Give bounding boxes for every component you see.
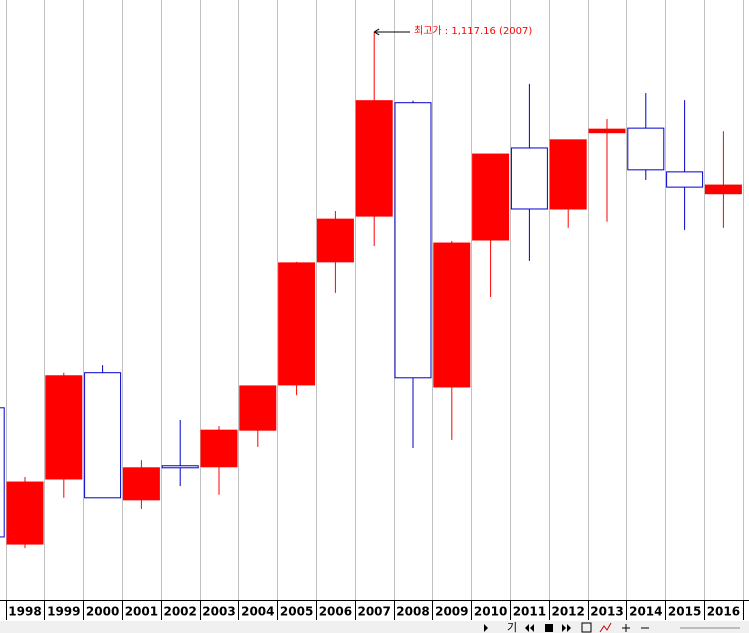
- x-tick-label: 2005: [280, 605, 313, 619]
- icon[interactable]: [599, 622, 612, 633]
- x-tick-label: 1999: [47, 605, 80, 619]
- candle-body: [704, 184, 742, 195]
- icon[interactable]: [484, 624, 488, 632]
- candle-body: [161, 465, 199, 469]
- candle-body: [278, 262, 316, 386]
- candle-body: [472, 153, 510, 241]
- x-tick-label: 2013: [590, 605, 623, 619]
- candle-body: [666, 171, 704, 188]
- annotation-text: 최고가 : 1,117.16 (2007): [414, 25, 532, 37]
- candle-body: [355, 100, 393, 217]
- candle-body: [0, 407, 5, 538]
- x-tick-label: 2000: [86, 605, 119, 619]
- toolbar-label[interactable]: 기: [507, 621, 517, 633]
- grid: [6, 0, 744, 620]
- icon[interactable]: [622, 624, 630, 632]
- icon[interactable]: [525, 624, 534, 632]
- x-tick-label: 2006: [319, 605, 352, 619]
- candle-body: [84, 372, 122, 499]
- x-tick-label: 2007: [357, 605, 390, 619]
- candle-body: [239, 385, 277, 431]
- candle-body: [200, 429, 238, 468]
- candle-body: [6, 481, 44, 545]
- x-tick-label: 2002: [163, 605, 196, 619]
- x-tick-label: 2012: [551, 605, 584, 619]
- x-tick-label: 1998: [8, 605, 41, 619]
- toolbar: [0, 621, 749, 633]
- x-tick-label: 2009: [435, 605, 468, 619]
- x-tick-label: 2008: [396, 605, 429, 619]
- candles: [0, 31, 742, 549]
- icon[interactable]: [581, 622, 592, 633]
- candle-body: [433, 242, 471, 388]
- x-tick-label: 2001: [125, 605, 158, 619]
- candle-body: [588, 128, 626, 134]
- x-tick-label: 2004: [241, 605, 274, 619]
- annotation-arrow: [373, 28, 410, 36]
- toolbar-icons: [484, 622, 740, 633]
- x-tick-label: 2003: [202, 605, 235, 619]
- candle-body: [627, 127, 665, 171]
- candle-body: [510, 147, 548, 210]
- x-tick-label: 2015: [668, 605, 701, 619]
- x-tick-label: 2014: [629, 605, 662, 619]
- icon[interactable]: [562, 624, 571, 632]
- candle-body: [394, 102, 432, 379]
- candle-body: [316, 218, 354, 263]
- annotation: 최고가 : 1,117.16 (2007): [373, 25, 532, 37]
- x-tick-label: 2010: [474, 605, 507, 619]
- candle-body: [549, 139, 587, 210]
- candle-body: [122, 467, 160, 501]
- icon[interactable]: [545, 624, 553, 632]
- x-tick-label: 2016: [707, 605, 740, 619]
- candle-body: [45, 375, 83, 480]
- x-tick-label: 2011: [513, 605, 546, 619]
